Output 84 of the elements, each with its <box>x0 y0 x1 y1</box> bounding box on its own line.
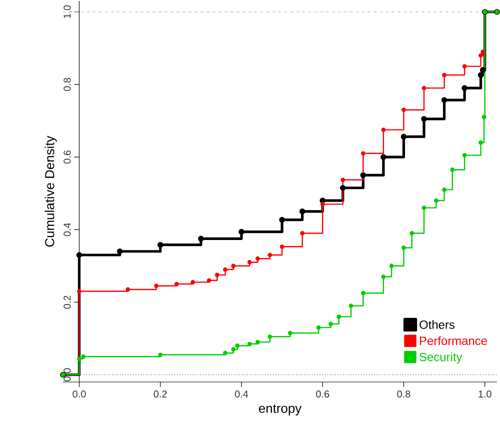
point <box>462 64 467 69</box>
point <box>223 350 228 356</box>
point <box>206 278 212 283</box>
point <box>462 85 468 91</box>
x-tick-label: 0.2 <box>154 390 167 398</box>
point <box>320 198 326 204</box>
point <box>360 151 366 156</box>
legend-label: Security <box>420 352 462 364</box>
point <box>247 342 252 346</box>
point <box>328 322 333 326</box>
point <box>198 236 204 242</box>
point <box>480 50 486 54</box>
point <box>482 114 486 120</box>
y-tick-label: 0.6 <box>64 150 71 164</box>
point <box>299 208 306 214</box>
point <box>316 325 321 330</box>
point <box>478 53 483 58</box>
point <box>157 242 164 248</box>
legend-label: Others <box>420 320 454 329</box>
point <box>340 184 346 191</box>
point <box>360 290 366 296</box>
point <box>389 264 394 268</box>
point <box>402 108 406 112</box>
point <box>77 356 82 361</box>
point <box>190 280 195 284</box>
point <box>247 260 252 264</box>
point <box>450 168 455 172</box>
y-tick-label: 0.0 <box>64 368 71 382</box>
point <box>480 67 486 73</box>
point <box>76 252 82 258</box>
point <box>421 116 427 122</box>
point <box>116 248 123 254</box>
point <box>231 347 236 352</box>
point <box>434 198 438 203</box>
point <box>381 274 386 279</box>
point <box>174 282 179 286</box>
point <box>478 72 484 78</box>
point <box>255 256 260 261</box>
point <box>360 172 366 178</box>
point <box>442 72 446 78</box>
point <box>81 354 86 359</box>
point <box>380 154 386 160</box>
point <box>268 334 272 339</box>
y-tick-label: 0.8 <box>64 78 71 91</box>
point <box>336 314 342 319</box>
point <box>288 330 292 336</box>
y-tick-label: 1.0 <box>64 5 71 18</box>
point <box>158 352 163 357</box>
x-tick-label: 0.4 <box>234 390 248 398</box>
point <box>238 228 244 235</box>
point <box>402 246 406 250</box>
point <box>400 134 407 140</box>
y-tick-label: 0.4 <box>64 222 71 236</box>
y-tick-label: 0.2 <box>64 296 71 309</box>
point <box>462 153 467 158</box>
x-tick-label: 0.6 <box>316 390 330 398</box>
point <box>280 244 284 249</box>
point <box>214 272 220 278</box>
point <box>340 178 346 182</box>
point <box>300 231 305 236</box>
point <box>478 140 483 145</box>
point <box>422 86 426 90</box>
point <box>268 252 272 258</box>
legend-label: Performance <box>420 336 487 346</box>
point <box>279 216 285 223</box>
point <box>442 187 446 192</box>
point <box>255 340 260 344</box>
point <box>77 289 82 294</box>
point <box>126 287 130 292</box>
point <box>410 231 414 236</box>
x-tick-label: 0.8 <box>397 390 410 398</box>
point <box>154 284 158 288</box>
point <box>235 344 240 348</box>
y-axis-title: Cumulative Density <box>44 136 57 247</box>
point <box>422 206 426 210</box>
point <box>441 97 448 103</box>
point <box>231 264 236 268</box>
point <box>381 128 386 132</box>
point <box>223 267 228 272</box>
x-axis-title: entropy <box>258 404 302 416</box>
x-tick-label: 0.0 <box>72 390 86 398</box>
point <box>348 304 354 308</box>
point <box>320 202 325 206</box>
x-tick-label: 1.0 <box>478 390 492 398</box>
